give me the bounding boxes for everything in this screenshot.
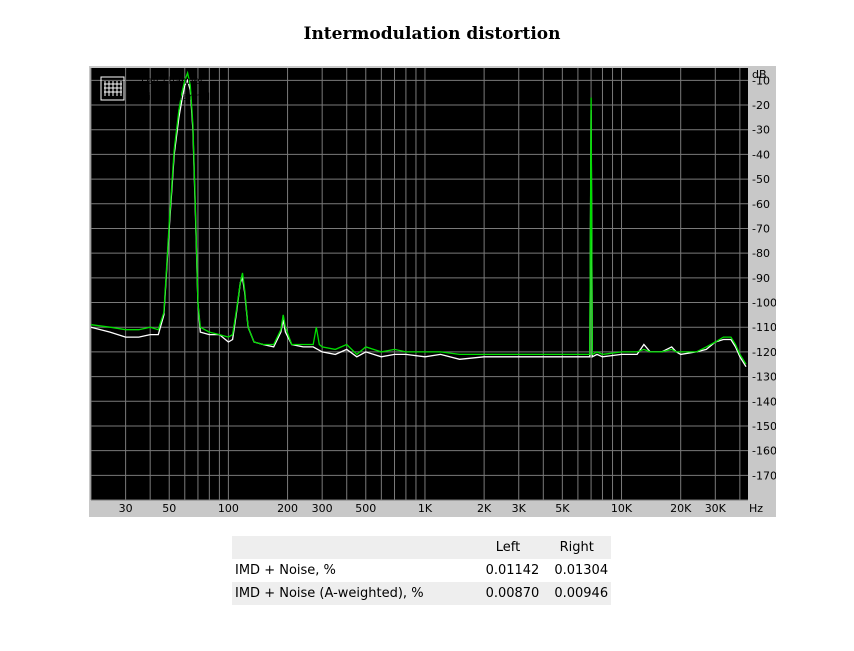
- table-row: IMD + Noise (A-weighted), % 0.00870 0.00…: [232, 582, 612, 605]
- header-left: Left: [495, 540, 521, 555]
- y-tick-label: -30: [752, 124, 770, 137]
- chart-frame: -10 -20 -30 -40 -50 -60 -70 -80 -90 -100 -110 -120 -…: [89, 66, 777, 517]
- x-tick-label: 30K: [705, 502, 727, 515]
- y-tick-label: -80: [752, 247, 770, 260]
- x-tick-label: 1K: [418, 502, 433, 515]
- legend-left-channel: Left channel: [141, 76, 203, 87]
- x-tick-labels: 30 50 100 200 300 500 1K 2K 3K 5K 10K 20K 30K: [119, 502, 727, 515]
- x-tick-label: 50: [162, 502, 176, 515]
- row-right-value: 0.01304: [554, 563, 609, 578]
- header-label: [232, 536, 474, 559]
- y-tick-label: -50: [752, 173, 770, 186]
- x-tick-label: 500: [355, 502, 376, 515]
- table-row: IMD + Noise, % 0.01142 0.01304: [232, 559, 611, 582]
- x-tick-label: 100: [218, 502, 239, 515]
- x-tick-label: 2K: [477, 502, 492, 515]
- legend-right-channel: Right channel: [141, 92, 210, 103]
- y-tick-label: -130: [752, 371, 776, 384]
- y-tick-label: -10: [752, 74, 770, 87]
- row-right-value: 0.00946: [554, 586, 609, 601]
- x-tick-label: 300: [312, 502, 333, 515]
- y-tick-label: -90: [752, 272, 770, 285]
- y-tick-label: -60: [752, 198, 770, 211]
- chart-title: Intermodulation distortion: [303, 24, 561, 44]
- imd-results-table: Left Right IMD + Noise, % 0.01142 0.0130…: [232, 536, 612, 605]
- row-left-value: 0.01142: [485, 563, 540, 578]
- x-tick-label: 200: [277, 502, 298, 515]
- series-line-right: [90, 70, 747, 365]
- row-left-value: 0.00870: [485, 586, 540, 601]
- row-label: IMD + Noise (A-weighted), %: [235, 586, 424, 601]
- plot-background: [91, 68, 748, 500]
- x-tick-label: 5K: [555, 502, 570, 515]
- y-tick-label: -140: [752, 395, 776, 408]
- grid-lines: [90, 68, 748, 501]
- y-tick-label: -100: [752, 297, 776, 310]
- y-tick-label: -110: [752, 321, 776, 334]
- y-tick-label: -70: [752, 222, 770, 235]
- y-tick-label: -40: [752, 148, 770, 161]
- y-tick-label: -120: [752, 346, 776, 359]
- y-tick-label: -170: [752, 469, 776, 482]
- header-right: Right: [559, 540, 594, 555]
- x-tick-label: 10K: [611, 502, 633, 515]
- y-tick-label: -20: [752, 99, 770, 112]
- series-lines: [90, 70, 747, 368]
- y-unit-label: dB: [752, 68, 767, 81]
- legend-grid-icon: [100, 76, 125, 101]
- y-tick-labels: -10 -20 -30 -40 -50 -60 -70 -80 -90 -100 -110 -120 -…: [752, 74, 777, 482]
- x-tick-label: 3K: [512, 502, 527, 515]
- x-unit-label: Hz: [749, 502, 763, 515]
- y-tick-label: -150: [752, 420, 776, 433]
- x-tick-label: 20K: [670, 502, 692, 515]
- x-tick-label: 30: [119, 502, 133, 515]
- y-tick-label: -160: [752, 445, 776, 458]
- table-header-row: Left Right: [232, 536, 612, 559]
- spectrum-chart: -10 -20 -30 -40 -50 -60 -70 -80 -90 -100 -110 -120 -…: [90, 68, 777, 515]
- legend: Left channel Right channel: [100, 76, 210, 103]
- row-label: IMD + Noise, %: [235, 563, 336, 578]
